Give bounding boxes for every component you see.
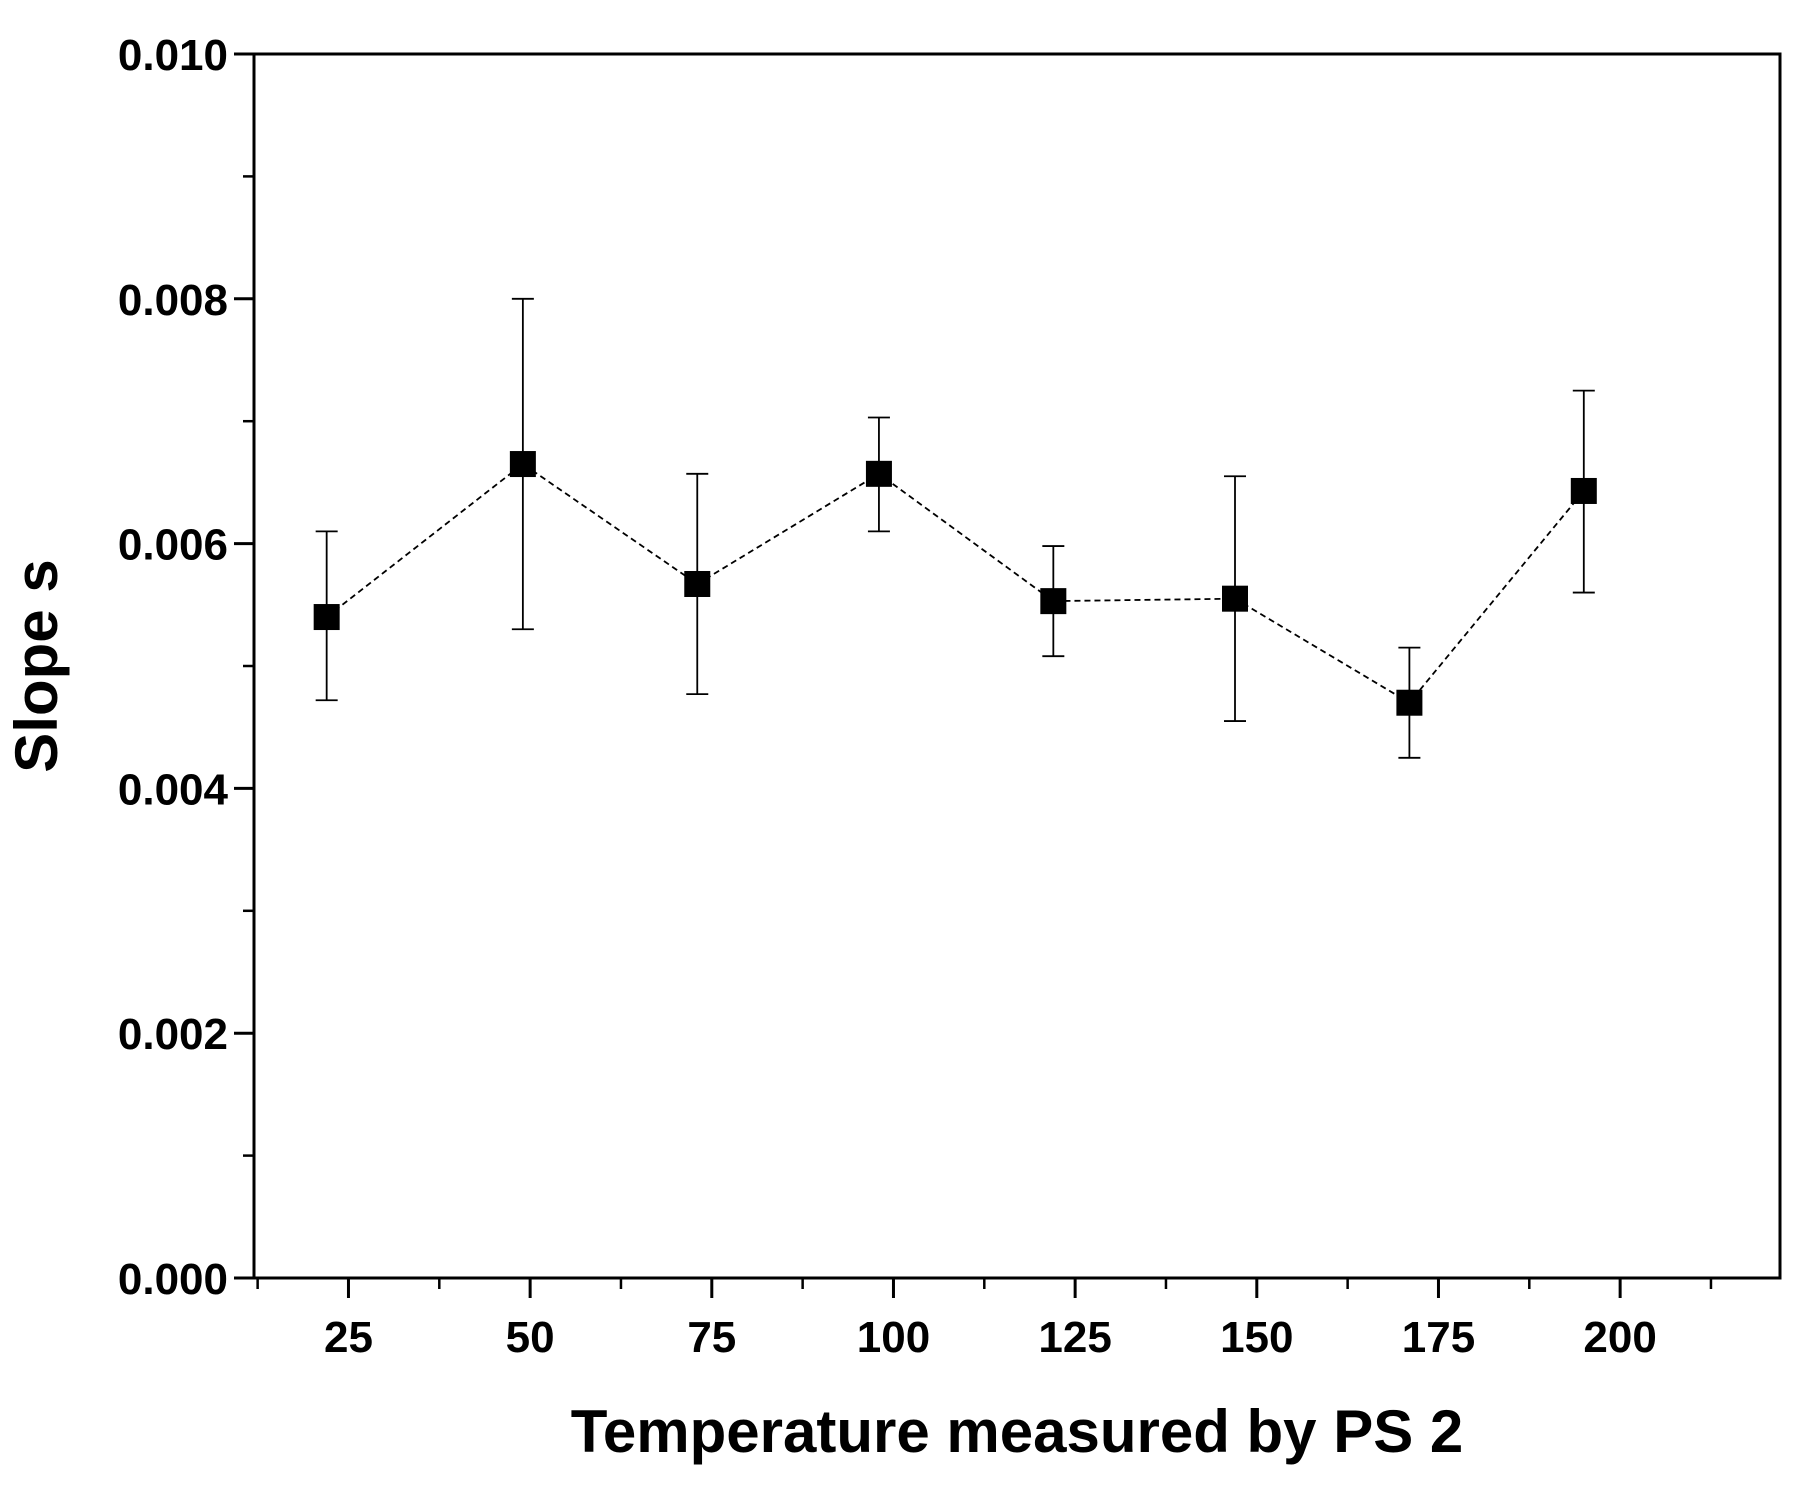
axis-layer [234,52,1713,1298]
data-point-marker [313,604,340,631]
label-layer: 25 50 75 100 125 150 175 200 0.000 0.002 0.004 0.00… [118,31,1657,1362]
y-tick-label: 0.010 [118,31,228,80]
y-tick-label: 0.008 [118,276,228,325]
x-tick-label: 50 [506,1313,555,1362]
x-tick-label: 125 [1038,1313,1111,1362]
y-axis-title: Slope s [3,559,70,772]
data-point-marker [684,570,711,597]
data-point-marker [1396,689,1423,716]
series-connector-line [326,462,1585,704]
x-tick-label: 150 [1220,1313,1293,1362]
y-tick-label: 0.000 [118,1255,228,1304]
data-point-marker [865,460,892,487]
x-tick-label: 200 [1583,1313,1656,1362]
x-tick-label: 25 [324,1313,373,1362]
data-point-marker [1570,477,1597,504]
y-tick-label: 0.002 [118,1010,228,1059]
data-point-marker [1040,588,1067,615]
x-tick-label: 100 [857,1313,930,1362]
y-tick-label: 0.004 [118,765,229,814]
x-tick-label: 75 [687,1313,736,1362]
x-axis-title: Temperature measured by PS 2 [571,1398,1464,1465]
data-point-marker [509,451,536,478]
y-tick-label: 0.006 [118,521,228,570]
data-point-marker [1222,585,1248,612]
series-layer [313,297,1597,759]
x-tick-label: 175 [1402,1313,1475,1362]
plot-frame [252,52,1782,1280]
